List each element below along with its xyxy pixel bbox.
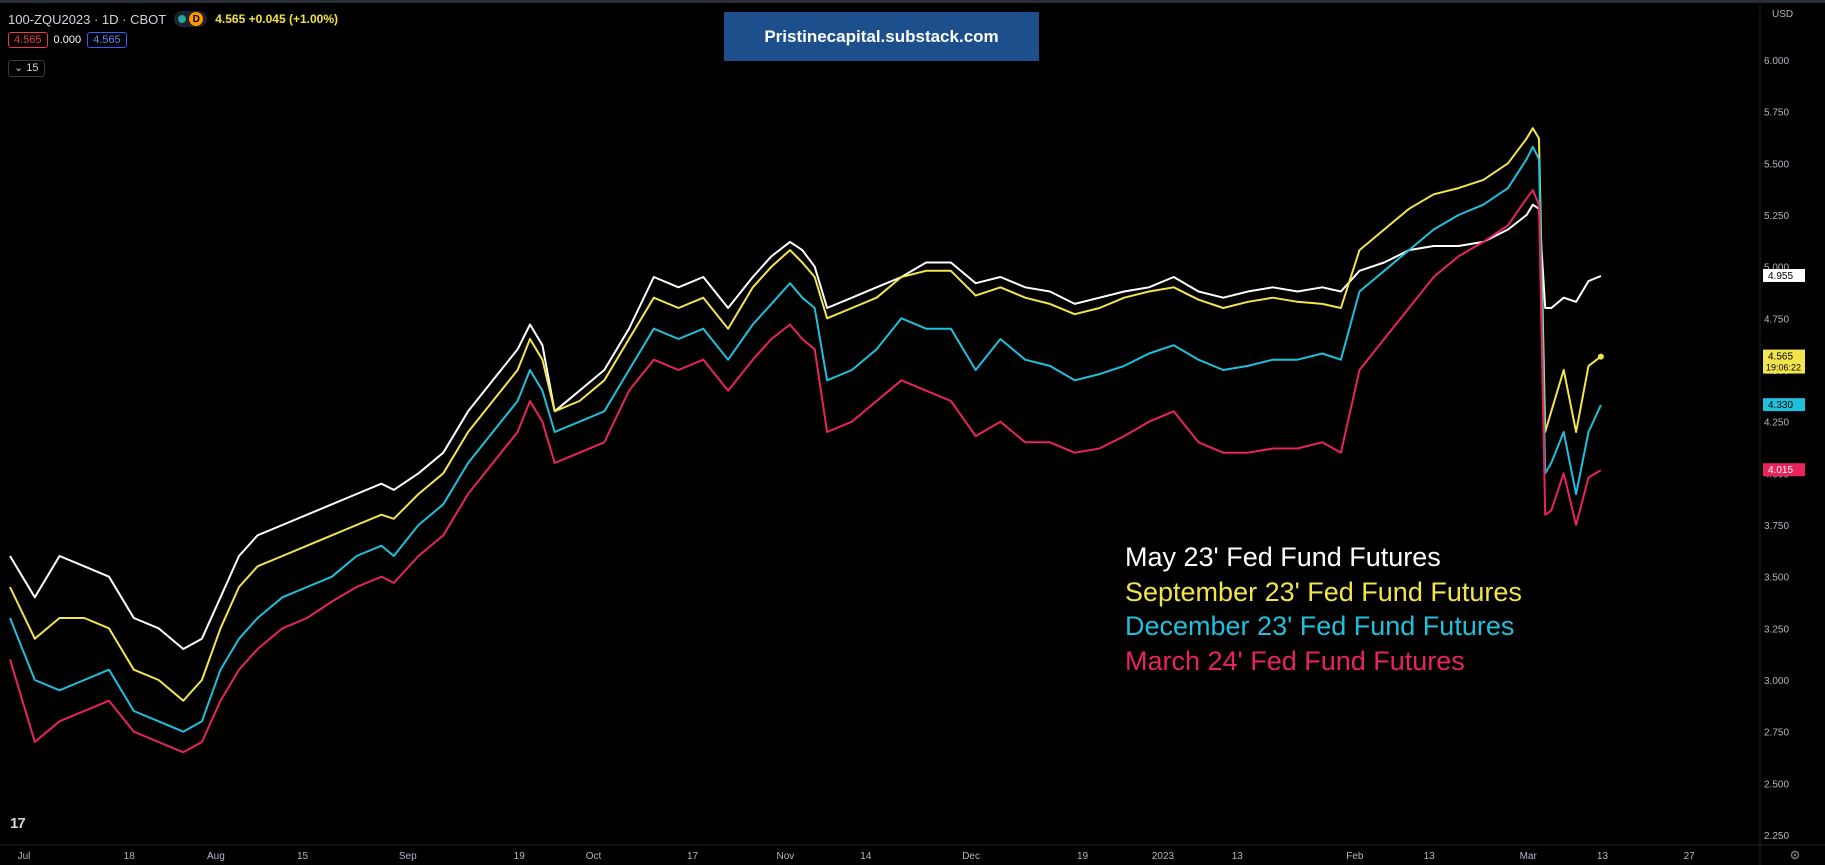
x-tick-label: 15 xyxy=(297,851,309,862)
y-tick-label: 5.500 xyxy=(1764,159,1789,170)
x-tick-label: Mar xyxy=(1520,851,1538,862)
market-status[interactable]: D xyxy=(174,11,208,27)
x-tick-label: 14 xyxy=(860,851,872,862)
y-tick-label: 4.750 xyxy=(1764,314,1789,325)
last-value-badge-2 xyxy=(1763,398,1805,412)
x-tick-label: 2023 xyxy=(1152,851,1175,862)
y-tick-label: 5.750 xyxy=(1764,108,1789,119)
last-price-dot xyxy=(1597,353,1604,360)
top-border xyxy=(0,0,1825,3)
bar-countdown: 19:06:22 xyxy=(1766,363,1801,373)
indicator-count: 15 xyxy=(26,62,39,74)
x-tick-label: 27 xyxy=(1684,851,1696,862)
x-tick-label: 19 xyxy=(514,851,526,862)
x-tick-label: 17 xyxy=(687,851,699,862)
y-tick-label: 3.750 xyxy=(1764,521,1789,532)
x-tick-label: Feb xyxy=(1346,851,1364,862)
legend-entry-dec23: December 23' Fed Fund Futures xyxy=(1125,611,1515,641)
x-tick-label: Nov xyxy=(776,851,794,862)
x-tick-label: Jul xyxy=(18,851,31,862)
x-tick-label: Dec xyxy=(962,851,980,862)
x-tick-label: Oct xyxy=(586,851,602,862)
x-tick-label: 13 xyxy=(1424,851,1436,862)
delayed-data-icon: D xyxy=(189,12,204,26)
watermark-banner: Pristinecapital.substack.com xyxy=(724,12,1039,61)
last-value-text-1: 4.565 xyxy=(1768,352,1793,363)
series-line-1[interactable] xyxy=(9,127,1602,702)
currency-label[interactable]: USD xyxy=(1772,9,1794,20)
y-tick-label: 2.750 xyxy=(1764,728,1789,739)
x-tick-label: 18 xyxy=(124,851,136,862)
y-tick-label: 3.250 xyxy=(1764,624,1789,635)
gear-icon[interactable] xyxy=(1789,849,1801,861)
symbol-header: 100-ZQU2023 · 1D · CBOT D 4.565 +0.045 (… xyxy=(8,10,338,28)
y-tick-label: 5.250 xyxy=(1764,211,1789,222)
series-line-0[interactable] xyxy=(9,203,1602,650)
chevron-down-icon: ⌄ xyxy=(14,62,24,74)
last-value-text-2: 4.330 xyxy=(1768,400,1793,411)
series-line-3[interactable] xyxy=(9,189,1602,754)
x-tick-label: 13 xyxy=(1597,851,1609,862)
y-tick-label: 4.250 xyxy=(1764,418,1789,429)
market-open-icon xyxy=(178,15,187,23)
y-tick-label: 2.250 xyxy=(1764,831,1789,842)
sell-price-button[interactable]: 4.565 xyxy=(8,32,48,48)
spread-value: 0.000 xyxy=(53,34,82,46)
y-tick-label: 5.000 xyxy=(1764,263,1789,274)
y-tick-label: 3.500 xyxy=(1764,573,1789,584)
price-change: 4.565 +0.045 (+1.00%) xyxy=(215,12,338,26)
legend-entry-may23: May 23' Fed Fund Futures xyxy=(1125,542,1441,572)
y-tick-label: 6.000 xyxy=(1764,56,1789,67)
last-value-badge-1 xyxy=(1763,349,1805,374)
symbol-title[interactable]: 100-ZQU2023 · 1D · CBOT xyxy=(8,11,167,27)
last-value-badge-0 xyxy=(1763,268,1805,282)
series-line-2[interactable] xyxy=(9,145,1602,733)
x-tick-label: Aug xyxy=(207,851,225,862)
legend-entry-sep23: September 23' Fed Fund Futures xyxy=(1125,576,1522,607)
series-legend: May 23' Fed Fund Futures September 23' F… xyxy=(1125,540,1522,678)
y-tick-label: 2.500 xyxy=(1764,779,1789,790)
x-tick-label: 13 xyxy=(1232,851,1244,862)
tradingview-logo[interactable]: 17 xyxy=(10,815,26,832)
price-boxes: 4.565 0.000 4.565 xyxy=(8,32,127,48)
x-tick-label: Sep xyxy=(399,851,417,862)
last-value-text-3: 4.015 xyxy=(1768,465,1793,476)
x-tick-label: 19 xyxy=(1077,851,1089,862)
legend-entry-mar24: March 24' Fed Fund Futures xyxy=(1125,645,1465,676)
last-value-text-0: 4.955 xyxy=(1768,271,1793,282)
collapse-indicators-button[interactable]: ⌄ 15 xyxy=(8,60,45,77)
buy-price-button[interactable]: 4.565 xyxy=(87,32,127,48)
y-tick-label: 3.000 xyxy=(1764,676,1789,687)
last-value-badge-3 xyxy=(1763,463,1805,477)
